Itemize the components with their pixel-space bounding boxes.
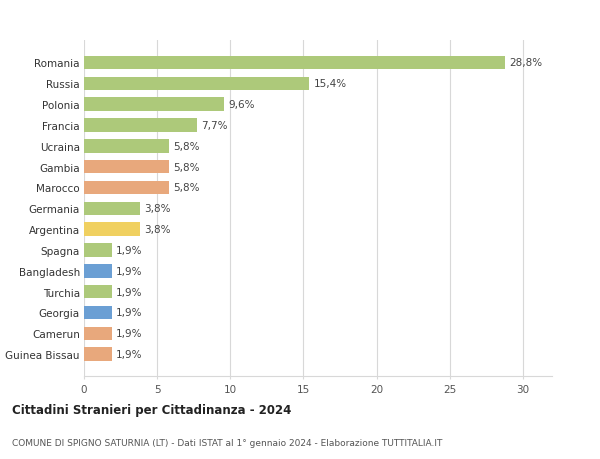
Text: COMUNE DI SPIGNO SATURNIA (LT) - Dati ISTAT al 1° gennaio 2024 - Elaborazione TU: COMUNE DI SPIGNO SATURNIA (LT) - Dati IS… xyxy=(12,438,442,447)
Bar xyxy=(84,119,197,133)
Text: 1,9%: 1,9% xyxy=(116,266,143,276)
Bar xyxy=(84,347,112,361)
Text: 15,4%: 15,4% xyxy=(314,79,347,89)
Bar xyxy=(84,285,112,299)
Text: 1,9%: 1,9% xyxy=(116,308,143,318)
Bar xyxy=(84,264,112,278)
Bar xyxy=(84,244,112,257)
Text: 7,7%: 7,7% xyxy=(201,121,227,131)
Bar xyxy=(84,56,505,70)
Bar xyxy=(84,327,112,341)
Text: 1,9%: 1,9% xyxy=(116,287,143,297)
Text: 5,8%: 5,8% xyxy=(173,183,200,193)
Text: 5,8%: 5,8% xyxy=(173,162,200,172)
Bar xyxy=(84,140,169,153)
Bar xyxy=(84,77,309,91)
Bar xyxy=(84,98,224,112)
Text: 5,8%: 5,8% xyxy=(173,141,200,151)
Bar xyxy=(84,161,169,174)
Text: 1,9%: 1,9% xyxy=(116,349,143,359)
Bar xyxy=(84,181,169,195)
Text: 1,9%: 1,9% xyxy=(116,246,143,255)
Text: 28,8%: 28,8% xyxy=(509,58,543,68)
Text: 3,8%: 3,8% xyxy=(144,224,170,235)
Bar xyxy=(84,306,112,319)
Bar xyxy=(84,202,140,216)
Text: Cittadini Stranieri per Cittadinanza - 2024: Cittadini Stranieri per Cittadinanza - 2… xyxy=(12,403,292,416)
Text: 3,8%: 3,8% xyxy=(144,204,170,214)
Text: 1,9%: 1,9% xyxy=(116,329,143,339)
Text: 9,6%: 9,6% xyxy=(229,100,255,110)
Bar xyxy=(84,223,140,236)
